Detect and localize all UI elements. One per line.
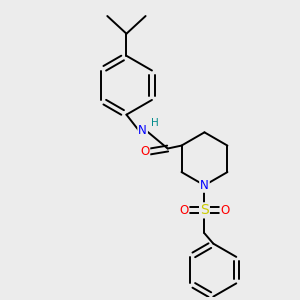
Text: O: O bbox=[179, 204, 188, 217]
Text: N: N bbox=[138, 124, 147, 137]
Text: O: O bbox=[140, 145, 149, 158]
Text: N: N bbox=[200, 179, 209, 192]
Text: S: S bbox=[200, 203, 209, 218]
Text: H: H bbox=[151, 118, 158, 128]
Text: O: O bbox=[220, 204, 230, 217]
